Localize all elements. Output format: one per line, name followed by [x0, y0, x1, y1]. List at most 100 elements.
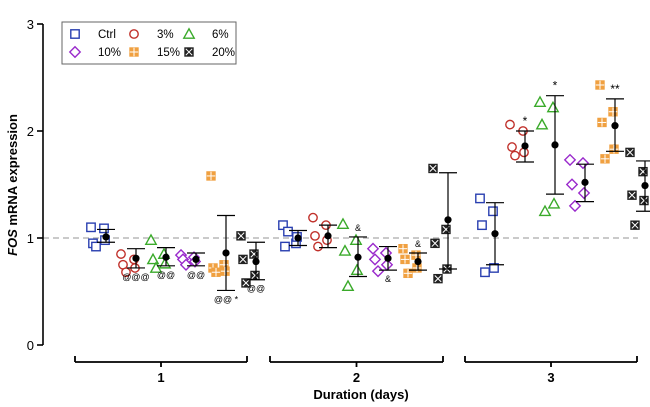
legend-label: 15%: [157, 47, 180, 59]
data-point-6pct-day1-4: [149, 261, 163, 273]
legend-label: 20%: [212, 47, 235, 59]
annotation-15pct-day1: @@ *: [214, 294, 239, 304]
legend-marker: [70, 29, 80, 39]
legend-marker: [68, 45, 82, 59]
y-tick-label-2: 2: [27, 124, 34, 139]
annotation-20pct-day1: @@: [247, 284, 265, 294]
x-group-bracket-3: [464, 356, 638, 367]
annotation-6pct-day2: &: [355, 223, 361, 233]
annotation-10pct-day2: &: [385, 274, 391, 284]
mean-10pct-day1: [192, 255, 200, 263]
mean-15pct-day3: [611, 122, 619, 130]
data-point-6pct-day1-2: [146, 252, 160, 265]
data-point-3pct-day3-0: [505, 119, 515, 130]
series-20pct: @@: [236, 147, 650, 294]
annotation-6pct-day3: *: [553, 79, 558, 93]
data-point-6pct-day3-0: [533, 95, 547, 108]
mean-20pct-day1: [252, 257, 260, 266]
data-point-6pct-day3-2: [535, 117, 549, 130]
mean-3pct-day1: [132, 254, 140, 262]
mean-6pct-day1: [162, 253, 170, 261]
data-point-15pct-day2-0: [398, 244, 408, 254]
data-point-20pct-day3-4: [630, 220, 640, 230]
data-point-6pct-day3-4: [538, 204, 552, 217]
data-point-3pct-day2-0: [308, 212, 318, 223]
series-3pct: @@@ *: [116, 114, 534, 282]
data-point-ctrl-day3-0: [475, 193, 485, 204]
data-point-10pct-day1-4: [179, 258, 193, 271]
legend-marker: [129, 47, 139, 57]
annotation-6pct-day1: @@: [157, 270, 175, 280]
mean-3pct-day2: [324, 232, 332, 240]
data-point-ctrl-day2-4: [283, 226, 293, 237]
mean-ctrl-day3: [491, 230, 499, 238]
x-group-bracket-2: [269, 356, 444, 367]
data-point-20pct-day1-1: [249, 249, 259, 259]
legend-label: 3%: [157, 29, 174, 41]
legend-marker: [129, 29, 139, 39]
data-point-ctrl-day1-4: [91, 241, 101, 252]
data-point-20pct-day1-0: [236, 231, 246, 241]
data-point-20pct-day2-2: [430, 238, 440, 249]
annotation-10pct-day1: @@: [187, 270, 205, 280]
data-point-15pct-day1-0: [206, 171, 216, 181]
data-point-6pct-day2-4: [341, 279, 355, 292]
data-point-20pct-day3-1: [638, 166, 648, 177]
data-point-20pct-day2-1: [441, 224, 451, 235]
data-point-3pct-day3-3: [519, 147, 529, 158]
y-axis-label-rest: mRNA expression: [5, 114, 20, 229]
legend-box: [61, 21, 237, 65]
y-axis-label-italic: FOS: [5, 229, 20, 256]
mean-6pct-day2: [354, 253, 362, 261]
mean-15pct-day2: [414, 257, 422, 266]
data-point-15pct-day2-4: [403, 268, 413, 279]
annotation-15pct-day3: **: [610, 82, 620, 96]
data-point-6pct-day2-3: [350, 263, 364, 275]
mean-20pct-day2: [444, 216, 452, 224]
mean-ctrl-day1: [102, 233, 110, 241]
data-point-15pct-day1-4: [211, 267, 221, 277]
y-tick-label-1: 1: [27, 231, 34, 246]
annotation-3pct-day3: *: [523, 114, 528, 128]
data-point-15pct-day2-1: [411, 250, 421, 260]
data-point-20pct-day1-2: [238, 254, 248, 265]
legend-label: 6%: [212, 29, 229, 41]
axes-group: 0 1 2 3 1 2 3: [27, 17, 638, 385]
data-point-3pct-day3-4: [510, 150, 520, 161]
data-point-15pct-day3-4: [600, 154, 610, 164]
data-point-6pct-day1-0: [144, 233, 158, 246]
data-point-15pct-day3-2: [597, 117, 607, 128]
data-point-20pct-day2-0: [428, 163, 438, 174]
y-tick-label-3: 3: [27, 17, 34, 32]
data-point-20pct-day3-0: [625, 147, 635, 158]
legend-item-ctrl: Ctrl: [70, 29, 116, 41]
data-point-10pct-day3-0: [563, 153, 577, 167]
mean-6pct-day3: [551, 141, 559, 149]
legend-item-10pct: 10%: [68, 45, 121, 59]
mean-ctrl-day2: [294, 234, 302, 242]
data-point-6pct-day3-1: [546, 100, 560, 113]
legend: Ctrl 10% 3% 15% 6% 20%: [61, 21, 237, 65]
data-point-ctrl-day1-0: [86, 222, 96, 233]
data-point-20pct-day2-4: [433, 273, 443, 284]
data-point-ctrl-day2-0: [278, 220, 288, 231]
y-axis-label: FOS mRNA expression: [5, 114, 20, 256]
data-point-10pct-day2-2: [368, 253, 382, 266]
data-point-3pct-day2-4: [313, 241, 323, 252]
x-group-bracket-1: [74, 356, 248, 367]
legend-label: 10%: [98, 47, 121, 59]
data-point-3pct-day3-2: [507, 142, 517, 152]
series-15pct: @@ *&**: [206, 80, 624, 304]
data-point-15pct-day3-0: [595, 80, 605, 90]
data-point-ctrl-day3-4: [480, 267, 490, 278]
data-point-10pct-day2-0: [366, 242, 380, 255]
data-point-15pct-day3-1: [608, 107, 618, 117]
mean-10pct-day2: [384, 254, 392, 262]
legend-item-3pct: 3%: [129, 29, 174, 41]
x-axis-label: Duration (days): [313, 387, 408, 402]
data-point-15pct-day3-3: [609, 144, 619, 154]
data-point-20pct-day1-4: [241, 278, 251, 288]
data-point-10pct-day2-4: [371, 264, 385, 278]
data-point-6pct-day2-0: [336, 217, 350, 229]
